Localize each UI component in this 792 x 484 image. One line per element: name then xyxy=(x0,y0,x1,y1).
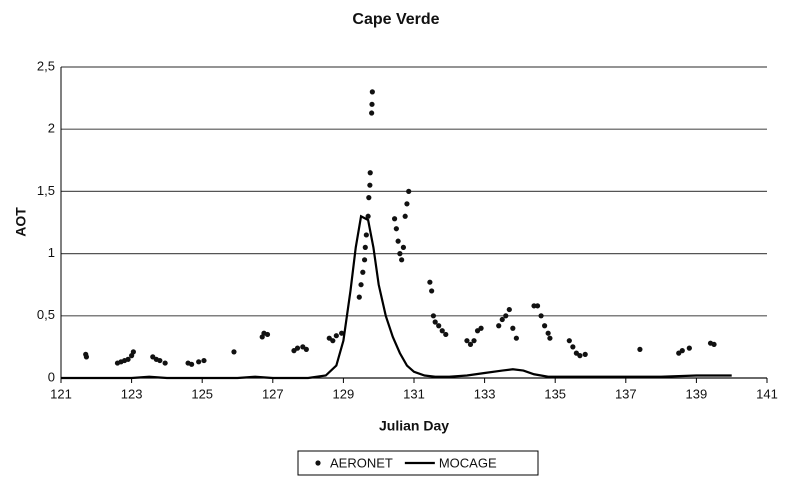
data-point xyxy=(538,313,544,319)
data-point xyxy=(395,238,401,244)
legend-box xyxy=(297,450,539,476)
data-point xyxy=(432,319,438,325)
data-point xyxy=(545,330,551,336)
chart-title: Cape Verde xyxy=(352,11,439,28)
data-point xyxy=(503,313,509,319)
data-point xyxy=(369,89,375,95)
data-point xyxy=(361,257,368,263)
y-tick-label: 1 xyxy=(48,245,55,260)
data-point xyxy=(397,251,403,257)
data-point xyxy=(506,306,512,313)
data-point xyxy=(582,351,588,357)
data-point xyxy=(496,323,502,329)
data-point xyxy=(358,282,364,288)
data-point xyxy=(196,359,202,365)
x-tick-label: 137 xyxy=(615,386,637,401)
data-point xyxy=(366,195,372,201)
data-point xyxy=(510,325,516,331)
data-point xyxy=(231,349,237,355)
data-point xyxy=(362,244,368,250)
data-point xyxy=(711,341,717,348)
data-point xyxy=(294,345,301,351)
data-point xyxy=(339,330,345,336)
data-point xyxy=(201,357,207,364)
data-point xyxy=(391,216,398,222)
data-point xyxy=(130,349,136,355)
data-point xyxy=(360,269,366,275)
data-point xyxy=(402,213,408,219)
legend-label: MOCAGE xyxy=(439,455,497,470)
data-point xyxy=(399,257,405,263)
x-tick-label: 133 xyxy=(474,386,496,401)
data-point xyxy=(363,232,369,238)
data-point xyxy=(637,346,643,352)
data-point xyxy=(513,335,519,341)
x-tick-label: 141 xyxy=(756,386,778,401)
legend-label: AERONET xyxy=(330,455,393,470)
x-tick-label: 123 xyxy=(121,386,143,401)
y-tick-label: 0 xyxy=(48,369,55,384)
data-point xyxy=(577,353,583,359)
y-tick-label: 1,5 xyxy=(37,183,55,198)
data-point xyxy=(157,357,163,364)
data-point xyxy=(686,345,692,351)
x-tick-label: 139 xyxy=(686,386,708,401)
data-point xyxy=(369,101,375,107)
data-point xyxy=(406,188,412,194)
data-point xyxy=(443,331,449,338)
x-axis-label: Julian Day xyxy=(379,418,449,434)
data-point xyxy=(566,338,572,344)
data-point xyxy=(439,328,445,334)
data-point xyxy=(189,361,195,367)
data-point xyxy=(83,354,90,360)
data-point xyxy=(570,344,576,350)
data-point xyxy=(478,325,484,331)
data-point xyxy=(162,360,168,366)
data-point xyxy=(369,110,375,116)
x-tick-label: 121 xyxy=(50,386,72,401)
x-tick-label: 131 xyxy=(403,386,425,401)
data-point xyxy=(547,335,553,341)
data-point xyxy=(367,170,373,176)
data-point xyxy=(429,288,435,294)
x-tick-label: 127 xyxy=(262,386,284,401)
data-point xyxy=(499,316,505,323)
legend-marker xyxy=(315,460,321,466)
data-point xyxy=(367,182,373,188)
data-point xyxy=(467,341,474,348)
data-point xyxy=(464,338,470,344)
y-axis-label: AOT xyxy=(13,207,29,237)
data-point xyxy=(356,294,362,300)
data-point xyxy=(436,323,442,329)
data-point xyxy=(330,338,336,344)
data-point xyxy=(427,279,433,285)
y-tick-label: 2 xyxy=(48,121,55,136)
x-tick-label: 125 xyxy=(191,386,213,401)
data-line xyxy=(61,214,732,380)
y-tick-label: 0,5 xyxy=(37,307,55,322)
data-point xyxy=(393,226,399,232)
x-tick-label: 135 xyxy=(544,386,566,401)
data-point xyxy=(400,244,407,250)
data-point xyxy=(679,348,685,354)
data-point xyxy=(404,201,410,207)
x-tick-label: 129 xyxy=(333,386,355,401)
data-point xyxy=(534,303,541,309)
data-point xyxy=(333,333,339,339)
data-point xyxy=(125,356,131,362)
data-point xyxy=(264,331,271,338)
data-point xyxy=(365,213,371,219)
data-point xyxy=(303,346,309,352)
y-tick-label: 2,5 xyxy=(37,58,55,73)
data-point xyxy=(430,313,437,319)
data-point xyxy=(542,323,548,329)
data-point xyxy=(471,338,477,344)
